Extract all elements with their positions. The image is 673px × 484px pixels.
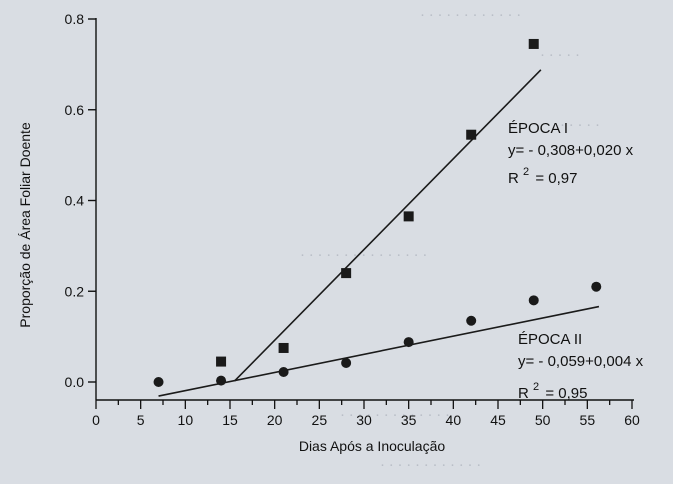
point-epoca-2 [403, 337, 414, 348]
r2-value: = 0,97 [535, 170, 577, 187]
regression-line-1 [233, 69, 542, 382]
y-tick-label: 0.6 [65, 102, 85, 118]
svg-text:· · · · ·: · · · · · [560, 118, 600, 134]
x-tick-label: 60 [624, 412, 640, 428]
annotation-epoca-2-label: ÉPOCA II [518, 331, 582, 348]
x-tick-label: 40 [446, 412, 462, 428]
point-epoca-1 [528, 38, 539, 49]
x-tick-label: 10 [178, 412, 194, 428]
regression-line-2 [158, 305, 600, 397]
y-axis-title: Proporção de Área Foliar Doente [17, 122, 33, 328]
svg-text:· · · · · · · · · · · · · · ·: · · · · · · · · · · · · · · · [300, 248, 427, 264]
svg-text:· · · · ·: · · · · · [540, 48, 580, 64]
x-tick-label: 45 [490, 412, 506, 428]
r2-prefix: R [518, 385, 529, 402]
point-epoca-2 [216, 375, 227, 386]
x-tick-label: 30 [356, 412, 372, 428]
annotation-epoca-2-equation: y= - 0,059+0,004 x [518, 353, 644, 370]
svg-text:· · · · · · · · · · · · ·: · · · · · · · · · · · · · [340, 408, 450, 424]
x-axis-ticks: 0 5 10 15 20 25 30 35 40 45 50 55 60 [92, 400, 640, 428]
x-tick-label: 15 [222, 412, 238, 428]
x-tick-label: 0 [92, 412, 100, 428]
y-tick-label: 0.2 [65, 283, 85, 299]
x-tick-label: 25 [312, 412, 328, 428]
annotation-epoca-1-equation: y= - 0,308+0,020 x [508, 142, 634, 159]
x-tick-label: 35 [401, 412, 417, 428]
annotation-epoca-1-r2: R 2 = 0,97 [508, 162, 577, 187]
x-tick-label: 55 [580, 412, 596, 428]
point-epoca-2 [341, 357, 352, 368]
regression-lines [158, 69, 600, 397]
y-axis-ticks: 0.0 0.2 0.4 0.6 0.8 [65, 11, 96, 390]
y-tick-label: 0.0 [65, 374, 85, 390]
annotation-epoca-1-label: ÉPOCA I [508, 120, 568, 137]
x-tick-label: 20 [267, 412, 283, 428]
x-tick-label: 50 [535, 412, 551, 428]
x-tick-label: 5 [137, 412, 145, 428]
point-epoca-2 [278, 367, 289, 378]
r2-prefix: R [508, 170, 519, 187]
r2-value: = 0,95 [545, 385, 587, 402]
point-epoca-1 [341, 268, 352, 279]
y-tick-label: 0.4 [65, 193, 85, 209]
annotation-epoca-1: ÉPOCA I y= - 0,308+0,020 x R 2 = 0,97 [508, 120, 634, 187]
y-tick-label: 0.8 [65, 11, 85, 27]
background-bleed-text: · · · · · · · · · · · · · · · · · · · · … [300, 8, 600, 474]
point-epoca-1 [278, 342, 289, 353]
point-epoca-1 [403, 211, 414, 222]
point-epoca-2 [591, 281, 602, 292]
svg-text:· · · · · · · · · · · ·: · · · · · · · · · · · · [420, 8, 521, 24]
svg-text:· · · · · · · · · · · ·: · · · · · · · · · · · · [380, 458, 481, 474]
point-epoca-1 [216, 356, 227, 367]
r2-superscript: 2 [523, 166, 529, 178]
point-epoca-2 [528, 295, 539, 306]
point-epoca-2 [466, 315, 477, 326]
x-axis-title: Dias Após a Inoculação [299, 438, 446, 454]
annotation-epoca-2-r2: R 2 = 0,95 [518, 377, 587, 402]
r2-superscript: 2 [533, 381, 539, 393]
data-points [153, 38, 602, 387]
point-epoca-2 [153, 377, 164, 387]
point-epoca-1 [466, 129, 477, 140]
annotation-epoca-2: ÉPOCA II y= - 0,059+0,004 x R 2 = 0,95 [518, 331, 644, 402]
